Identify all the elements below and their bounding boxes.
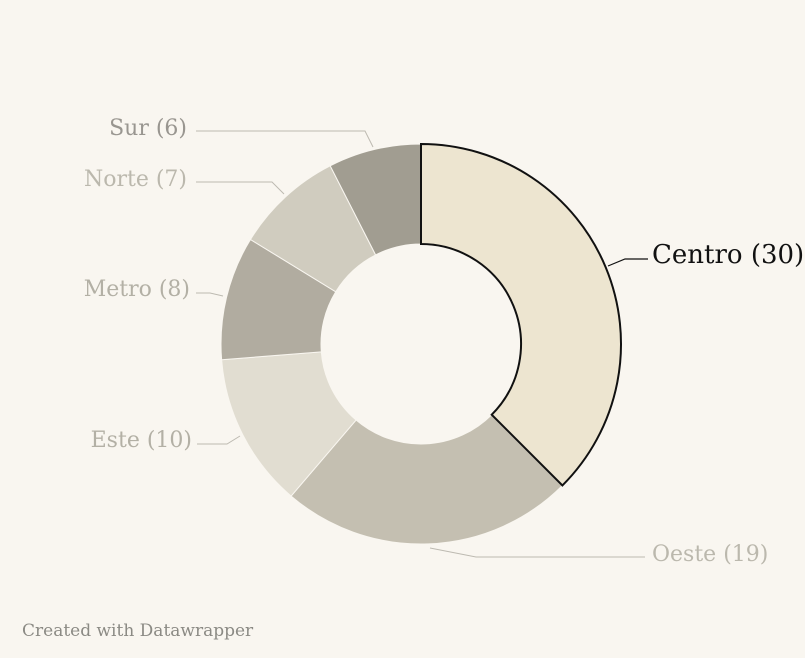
leader-line-norte — [196, 181, 285, 195]
leader-line-oeste — [429, 547, 645, 558]
label-centro: Centro (30) — [652, 240, 804, 270]
leader-line-metro — [196, 292, 224, 297]
credit-text: Created with Datawrapper — [22, 621, 254, 641]
label-norte: Norte (7) — [84, 167, 187, 192]
slices-group — [220, 143, 622, 545]
label-oeste: Oeste (19) — [652, 542, 768, 567]
leader-line-sur — [196, 130, 374, 148]
label-este: Este (10) — [91, 428, 192, 453]
slice-oeste[interactable] — [290, 414, 564, 545]
leader-lines-group — [196, 130, 648, 558]
highlight-group — [420, 142, 622, 487]
leader-line-este — [197, 435, 241, 445]
label-sur: Sur (6) — [109, 116, 187, 141]
slice-centro[interactable] — [420, 143, 622, 487]
leader-line-centro — [607, 258, 648, 267]
labels-group: Centro (30) Oeste (19) Este (10) Metro (8) N… — [84, 116, 805, 567]
label-metro: Metro (8) — [84, 277, 190, 302]
slice-highlight-outline — [420, 142, 622, 487]
